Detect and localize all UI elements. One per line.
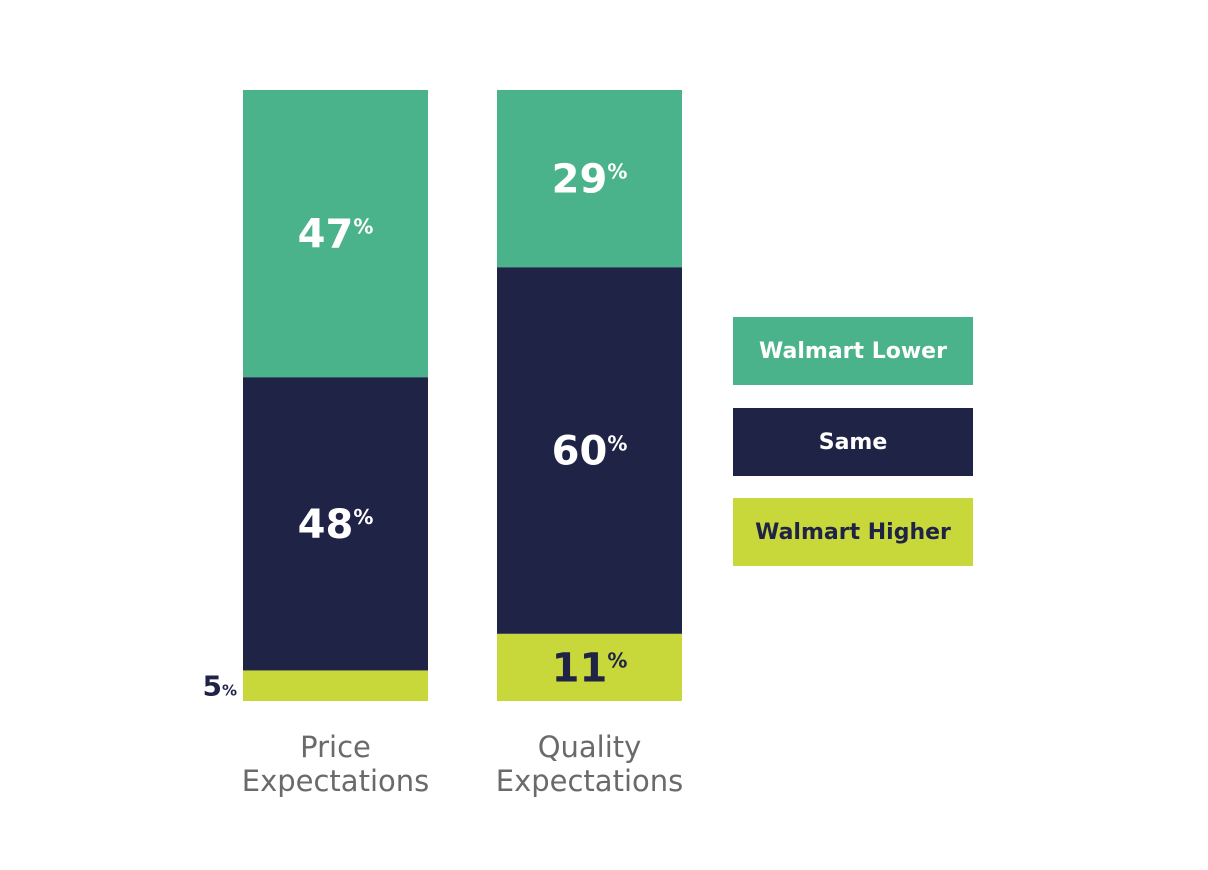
legend-label-walmart-higher: Walmart Higher xyxy=(755,519,951,545)
category-label-quality: Quality Expectations xyxy=(496,730,683,798)
legend-walmart-lower: Walmart Lower xyxy=(733,317,973,385)
bar-price-walmart-higher xyxy=(243,670,428,701)
data-label-price-walmart-lower: 47% xyxy=(298,212,374,258)
bar-quality-walmart-higher xyxy=(497,633,682,701)
legend-same: Same xyxy=(733,408,973,476)
bar-quality-same xyxy=(497,267,682,634)
data-label-price-walmart-higher: 5% xyxy=(202,670,237,703)
bar-price-same xyxy=(243,377,428,671)
legend-walmart-higher: Walmart Higher xyxy=(733,498,973,566)
legend-label-same: Same xyxy=(818,429,888,455)
data-label-quality-walmart-lower: 29% xyxy=(552,157,628,203)
data-label-quality-same: 60% xyxy=(552,428,628,474)
data-label-quality-walmart-higher: 11% xyxy=(552,645,628,691)
category-label-price: Price Expectations xyxy=(242,730,429,798)
bar-quality-walmart-lower xyxy=(497,90,682,268)
data-label-price-same: 48% xyxy=(298,502,374,548)
bar-price-walmart-lower xyxy=(243,90,428,378)
legend-label-walmart-lower: Walmart Lower xyxy=(759,338,947,364)
